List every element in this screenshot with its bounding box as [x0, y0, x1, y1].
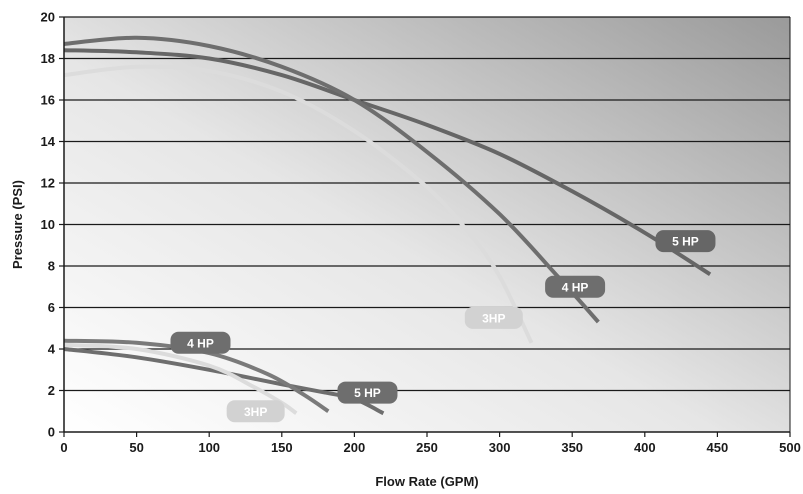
curve-label-bg [655, 230, 716, 253]
y-axis-title: Pressure (PSI) [10, 180, 25, 269]
curve-label-badge: 5 HP [337, 381, 398, 404]
x-tick-label-350: 350 [561, 440, 583, 455]
curve-label-text: 5 HP [354, 386, 381, 400]
x-tick-label-0: 0 [60, 440, 67, 455]
y-tick-label-18: 18 [41, 51, 55, 66]
x-tick-label-500: 500 [779, 440, 801, 455]
y-tick-label-6: 6 [48, 300, 55, 315]
curve-label-badge: 4 HP [170, 331, 231, 354]
x-axis-title: Flow Rate (GPM) [375, 474, 478, 489]
series-line-lower-4hp [63, 338, 330, 413]
curve-label-bg [545, 275, 606, 298]
y-tick-label-12: 12 [41, 176, 55, 191]
y-tick-label-8: 8 [48, 259, 55, 274]
x-tick-label-250: 250 [416, 440, 438, 455]
y-tick-label-20: 20 [41, 10, 55, 25]
curve-label-bg [170, 331, 231, 354]
curve-labels: 5 HP 4 HP 3HP 4 HP 5 HP 3HP [170, 230, 716, 423]
curve-label-bg [337, 381, 398, 404]
series-group [63, 35, 712, 416]
curve-label-text: 3HP [482, 311, 505, 325]
curve-label-badge: 3HP [226, 400, 285, 423]
y-tick-label-2: 2 [48, 383, 55, 398]
x-tick-label-200: 200 [344, 440, 366, 455]
x-tick-label-100: 100 [198, 440, 220, 455]
curve-label-badge: 3HP [464, 306, 523, 329]
curve-label-text: 3HP [244, 405, 267, 419]
curve-label-text: 4 HP [187, 336, 214, 350]
curve-label-text: 5 HP [672, 235, 699, 249]
curve-label-text: 4 HP [562, 280, 589, 294]
series-line-upper-4hp [63, 35, 600, 324]
curve-label-bg [464, 306, 523, 329]
y-tick-label-10: 10 [41, 217, 55, 232]
curve-label-badge: 5 HP [655, 230, 716, 253]
y-tick-label-14: 14 [41, 134, 56, 149]
x-tick-label-50: 50 [129, 440, 143, 455]
series-line-upper-5hp [63, 48, 712, 276]
gridlines [64, 16, 790, 392]
y-tick-label-4: 4 [48, 342, 56, 357]
y-tick-label-0: 0 [48, 425, 55, 440]
tick-labels: 0 50 100 150 200 250 300 350 400 450 500 0 2 4 6 8 10 12 1… [41, 10, 801, 456]
series-line-upper-3hp [63, 64, 534, 344]
x-tick-label-300: 300 [489, 440, 511, 455]
curve-label-badge: 4 HP [545, 275, 606, 298]
y-tick-label-16: 16 [41, 93, 55, 108]
x-tick-label-150: 150 [271, 440, 293, 455]
x-tick-label-400: 400 [634, 440, 656, 455]
curve-label-bg [226, 400, 285, 423]
x-tick-label-450: 450 [707, 440, 729, 455]
